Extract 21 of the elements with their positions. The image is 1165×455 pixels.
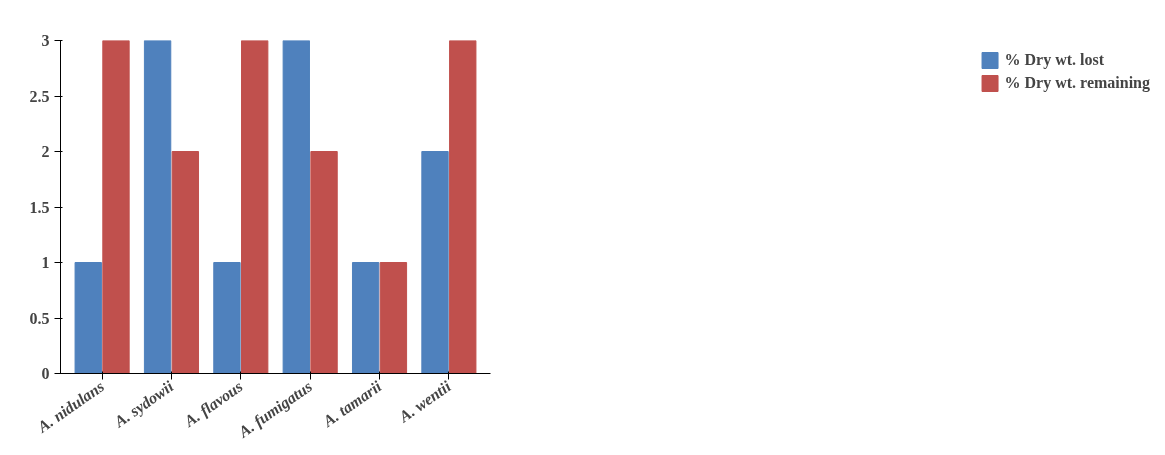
bar: [421, 151, 449, 374]
bar: [171, 151, 200, 374]
bar: [310, 151, 338, 374]
bar: [379, 262, 408, 374]
y-tick-label: 1: [41, 254, 50, 271]
bar: [143, 40, 172, 374]
y-tick-label: 0: [41, 365, 50, 382]
legend-label: % Dry wt. lost: [1004, 51, 1105, 69]
y-tick-label: 0.5: [29, 309, 50, 327]
bar: [449, 40, 477, 374]
bar: [74, 262, 102, 374]
bar: [213, 262, 241, 374]
legend-label: % Dry wt. remaining: [1004, 74, 1150, 92]
bar: [351, 262, 380, 374]
y-tick-label: 3: [41, 32, 50, 49]
bar: [241, 40, 269, 374]
bar: [102, 40, 130, 374]
y-tick-label: 1.5: [29, 198, 50, 216]
y-tick-label: 2: [41, 143, 50, 160]
bar: [282, 40, 310, 374]
y-tick-label: 2.5: [29, 87, 50, 105]
